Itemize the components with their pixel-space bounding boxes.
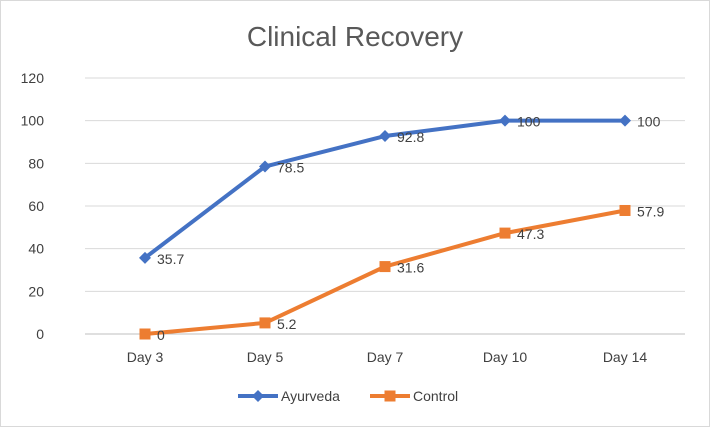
y-tick-label: 60: [28, 198, 44, 214]
x-tick-label: Day 3: [127, 349, 164, 365]
x-tick-label: Day 14: [603, 349, 648, 365]
data-label-control: 5.2: [277, 316, 297, 332]
data-label-control: 57.9: [637, 203, 664, 219]
series-line-control: [143, 208, 627, 336]
marker-square: [379, 261, 391, 273]
chart-title: Clinical Recovery: [247, 21, 463, 52]
legend: Ayurveda Control: [238, 388, 458, 404]
data-label-control: 0: [157, 327, 165, 343]
y-tick-label: 80: [28, 155, 44, 171]
series-ayurveda: [139, 114, 631, 264]
marker-diamond: [619, 114, 631, 127]
data-labels: 35.7 78.5 92.8 100 100 0 5.2 31.6 47.3 57.9: [157, 114, 664, 343]
marker-diamond: [139, 251, 151, 264]
data-label-control: 47.3: [517, 226, 544, 242]
marker-square: [619, 204, 631, 216]
x-axis: Day 3 Day 5 Day 7 Day 10 Day 14: [127, 349, 648, 365]
y-tick-label: 40: [28, 241, 44, 257]
series-layer: [139, 114, 631, 340]
data-label-ayurveda: 92.8: [397, 129, 424, 145]
marker-square: [499, 227, 511, 239]
series-control: [139, 204, 631, 340]
marker-diamond: [259, 160, 271, 173]
y-tick-label: 20: [28, 283, 44, 299]
y-axis: 0 20 40 60 80 100 120: [21, 70, 45, 342]
marker-diamond: [499, 114, 511, 127]
data-label-ayurveda: 35.7: [157, 251, 184, 267]
marker-square: [259, 317, 271, 329]
legend-item-control: Control: [370, 388, 458, 404]
marker-diamond: [379, 130, 391, 143]
data-label-ayurveda: 100: [637, 114, 661, 130]
x-tick-label: Day 10: [483, 349, 528, 365]
marker-diamond: [252, 390, 264, 402]
marker-square: [139, 328, 151, 340]
y-tick-label: 0: [36, 326, 44, 342]
marker-square: [384, 390, 396, 402]
legend-label: Ayurveda: [281, 388, 340, 404]
legend-label: Control: [413, 388, 458, 404]
data-label-ayurveda: 78.5: [277, 160, 304, 176]
data-label-control: 31.6: [397, 260, 424, 276]
y-tick-label: 100: [21, 113, 45, 129]
gridlines: [85, 77, 685, 335]
y-tick-label: 120: [21, 70, 45, 86]
x-tick-label: Day 5: [247, 349, 284, 365]
data-label-ayurveda: 100: [517, 114, 541, 130]
x-tick-label: Day 7: [367, 349, 404, 365]
legend-item-ayurveda: Ayurveda: [238, 388, 340, 404]
